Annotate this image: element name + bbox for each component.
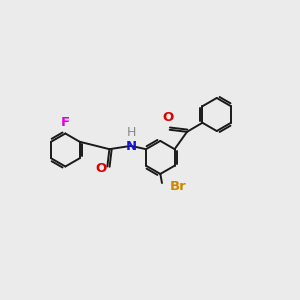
Text: Br: Br: [170, 180, 187, 193]
Text: O: O: [162, 111, 174, 124]
Text: H: H: [127, 126, 136, 139]
Text: O: O: [95, 162, 106, 175]
Text: F: F: [61, 116, 70, 129]
Text: N: N: [126, 140, 137, 153]
